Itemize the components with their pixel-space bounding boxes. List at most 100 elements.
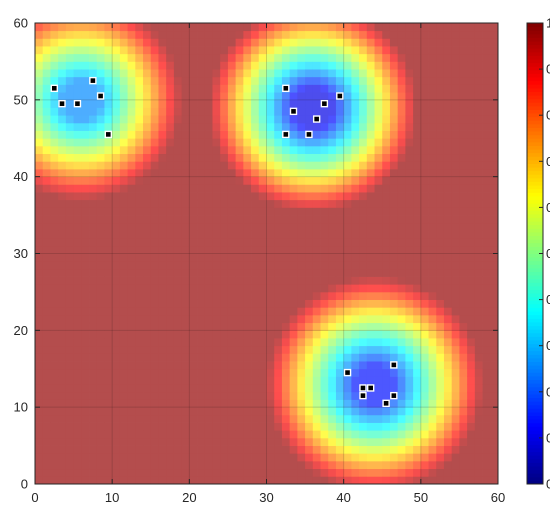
heatmap-cell <box>127 330 136 339</box>
heatmap-cell <box>50 430 59 439</box>
heatmap-cell <box>351 307 360 316</box>
heatmap-cell <box>143 161 152 170</box>
heatmap-cell <box>173 253 183 262</box>
heatmap-cell <box>312 46 321 55</box>
heatmap-cell <box>50 30 59 39</box>
heatmap-cell <box>335 276 345 285</box>
heatmap-cell <box>474 476 483 485</box>
heatmap-cell <box>490 184 499 193</box>
heatmap-cell <box>143 115 152 124</box>
heatmap-cell <box>451 476 460 485</box>
heatmap-cell <box>89 399 98 408</box>
heatmap-cell <box>359 107 368 116</box>
heatmap-cell <box>320 76 329 85</box>
heatmap-cell <box>42 307 51 316</box>
heatmap-cell <box>135 253 144 262</box>
heatmap-cell <box>35 399 44 408</box>
heatmap-cell <box>251 69 260 78</box>
heatmap-cell <box>397 430 406 439</box>
heatmap-cell <box>351 299 360 308</box>
heatmap-cell <box>58 145 67 155</box>
heatmap-cell <box>135 53 144 62</box>
heatmap-cell <box>158 253 167 262</box>
heatmap-cell <box>220 215 229 224</box>
heatmap-cell <box>173 437 183 446</box>
colorbar-segment <box>527 361 543 366</box>
heatmap-cell <box>428 184 437 193</box>
heatmap-cell <box>467 61 476 70</box>
heatmap-cell <box>420 99 429 108</box>
heatmap-cell <box>436 361 445 370</box>
heatmap-cell <box>297 399 306 408</box>
heatmap-cell <box>413 23 422 32</box>
heatmap-cell <box>474 245 483 254</box>
colorbar-segment <box>527 368 543 373</box>
heatmap-cell <box>58 230 67 239</box>
heatmap-cell <box>297 353 306 362</box>
heatmap-cell <box>89 23 98 32</box>
heatmap-cell <box>81 253 90 262</box>
heatmap-cell <box>235 61 244 70</box>
heatmap-cell <box>266 130 275 139</box>
heatmap-cell <box>297 199 306 208</box>
heatmap-cell <box>143 276 152 285</box>
heatmap-cell <box>281 376 291 385</box>
colorbar-segment <box>527 80 543 85</box>
heatmap-cell <box>335 414 345 423</box>
heatmap-cell <box>143 222 152 231</box>
heatmap-cell <box>374 276 383 285</box>
heatmap-cell <box>451 322 460 331</box>
heatmap-cell <box>251 230 260 239</box>
heatmap-cell <box>135 138 144 147</box>
heatmap-cell <box>189 192 198 201</box>
heatmap-cell <box>73 422 82 431</box>
colorbar-segment <box>527 188 543 193</box>
heatmap-cell <box>50 230 59 239</box>
heatmap-cell <box>490 445 499 454</box>
heatmap-cell <box>73 46 82 55</box>
heatmap-cell <box>474 430 483 439</box>
heatmap-cell <box>50 268 59 277</box>
heatmap-cell <box>428 30 437 39</box>
heatmap-cell <box>73 61 82 70</box>
heatmap-cell <box>104 230 113 239</box>
heatmap-cell <box>143 307 152 316</box>
heatmap-cell <box>173 422 183 431</box>
heatmap-cell <box>42 153 51 162</box>
heatmap-cell <box>50 437 59 446</box>
heatmap-cell <box>359 299 368 308</box>
heatmap-cell <box>351 391 360 400</box>
heatmap-cell <box>65 145 74 155</box>
heatmap-cell <box>173 307 183 316</box>
heatmap-cell <box>397 261 406 270</box>
heatmap-cell <box>482 261 491 270</box>
heatmap-cell <box>281 61 291 70</box>
heatmap-cell <box>104 376 113 385</box>
heatmap-cell <box>428 414 437 423</box>
heatmap-cell <box>320 46 329 55</box>
heatmap-cell <box>382 414 391 423</box>
heatmap-cell <box>173 215 183 224</box>
heatmap-cell <box>173 145 183 155</box>
heatmap-cell <box>305 414 314 423</box>
colorbar-tick-label: 0.4 <box>546 292 550 307</box>
heatmap-cell <box>428 192 437 201</box>
heatmap-cell <box>320 176 329 185</box>
heatmap-cell <box>158 107 167 116</box>
heatmap-cell <box>65 130 74 139</box>
heatmap-cell <box>73 330 82 339</box>
heatmap-cell <box>235 207 244 216</box>
heatmap-cell <box>104 192 113 201</box>
x-tick-label: 30 <box>259 490 273 505</box>
heatmap-cell <box>73 30 82 39</box>
heatmap-cell <box>451 391 460 400</box>
heatmap-cell <box>181 291 190 300</box>
heatmap-cell <box>389 153 399 162</box>
heatmap-cell <box>204 46 213 55</box>
heatmap-cell <box>220 130 229 139</box>
heatmap-cell <box>204 30 213 39</box>
heatmap-cell <box>65 53 74 62</box>
heatmap-cell <box>490 199 499 208</box>
heatmap-cell <box>73 460 82 470</box>
heatmap-cell <box>436 30 445 39</box>
